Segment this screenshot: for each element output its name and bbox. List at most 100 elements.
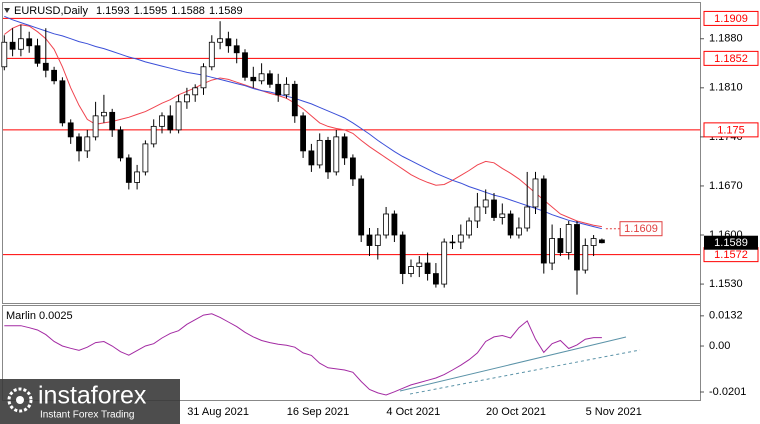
candle-body: [590, 238, 597, 246]
candle-body: [482, 199, 489, 208]
candle-body: [26, 38, 33, 47]
watermark-icon: [7, 387, 33, 413]
candle-body: [424, 262, 431, 274]
candle-body: [283, 83, 290, 96]
candle-body: [242, 52, 248, 78]
indicator-title: Marlin 0.0025: [6, 310, 73, 322]
candle-body: [200, 66, 207, 89]
candle-body: [9, 41, 16, 50]
candle-body: [383, 213, 390, 236]
candle-body: [101, 111, 107, 117]
candle-body: [192, 87, 199, 96]
candle-body: [142, 143, 149, 173]
trend-line: [399, 336, 627, 392]
header-text: EURUSD,Daily 1.1593 1.1595 1.1588 1.1589: [14, 5, 243, 17]
y-tick-label: 1.1880: [709, 33, 743, 45]
x-tick-label: 20 Oct 2021: [486, 406, 546, 418]
candle-body: [366, 234, 373, 246]
watermark-tagline: Instant Forex Trading: [40, 410, 135, 421]
last-price-label: 1.1589: [714, 237, 748, 249]
candle-body: [441, 241, 448, 285]
candle-body: [117, 129, 124, 159]
candle-body: [42, 62, 49, 71]
level-label-box: [703, 122, 759, 138]
ma-label-box: [619, 221, 663, 237]
candle-body: [208, 41, 215, 68]
candle-body: [34, 45, 41, 64]
open: 1.1593: [96, 5, 130, 17]
candle-body: [565, 224, 572, 253]
candle-body: [183, 94, 190, 103]
candle-body: [225, 38, 232, 47]
candle-body: [258, 73, 265, 82]
candle-body: [408, 266, 414, 274]
candle-body: [308, 150, 315, 166]
x-tick-label: 16 Sep 2021: [287, 406, 349, 418]
candle-body: [51, 69, 57, 82]
candle-body: [1, 41, 8, 68]
candle-body: [109, 111, 116, 131]
candle-body: [466, 220, 473, 236]
candle-body: [499, 213, 506, 218]
candle-body: [67, 122, 74, 138]
watermark-icon-core: [16, 396, 24, 404]
level-label: 1.1572: [714, 249, 748, 261]
level-label-box: [703, 50, 759, 66]
candle-body: [217, 38, 224, 43]
candle-body: [374, 234, 381, 246]
last-price-box: [704, 235, 758, 250]
candle-body: [84, 136, 91, 152]
level-label: 1.1909: [714, 13, 748, 25]
level-label: 1.175: [717, 124, 745, 136]
watermark-brand: instaforex: [38, 382, 147, 410]
x-tick-label: 31 Aug 2021: [187, 406, 249, 418]
candle-body: [167, 115, 174, 131]
moving-average: [3, 24, 602, 228]
candle-body: [474, 206, 481, 222]
candle-body: [457, 234, 464, 243]
candle-body: [250, 76, 257, 82]
candle-body: [449, 241, 456, 244]
candle-body: [349, 157, 356, 180]
y-tick-label: 0.0132: [709, 310, 743, 322]
candle-body: [266, 73, 273, 85]
candle-body: [391, 213, 398, 236]
header: EURUSD,Daily 1.1593 1.1595 1.1588 1.1589: [4, 5, 243, 17]
candle-body: [599, 239, 605, 244]
y-tick-label: 1.1530: [709, 278, 743, 290]
candle-body: [432, 273, 439, 285]
candle-body: [325, 139, 331, 173]
level-label: 1.1852: [714, 53, 748, 65]
candle-body: [549, 238, 555, 264]
candle-body: [358, 178, 365, 236]
candle-body: [532, 178, 539, 208]
main-panel: [1, 15, 701, 295]
candle-body: [59, 80, 66, 124]
y-tick-label: 1.1810: [709, 82, 743, 94]
level-label-box: [703, 10, 759, 26]
candle-body: [582, 245, 589, 271]
candle-body: [399, 234, 406, 274]
candle-body: [291, 83, 298, 117]
candle-body: [574, 224, 580, 271]
candle-body: [125, 157, 132, 183]
low: 1.1588: [171, 5, 205, 17]
indicator-panel: Marlin 0.0025: [4, 310, 602, 396]
candle-body: [159, 115, 165, 127]
candle-body: [416, 262, 423, 267]
high: 1.1595: [134, 5, 168, 17]
header-icon: [4, 8, 10, 13]
candle-body: [557, 238, 564, 253]
y-tick-label: 1.1670: [709, 180, 743, 192]
candle-body: [333, 136, 340, 173]
y-tick-label: -0.0201: [709, 386, 746, 398]
candle-body: [275, 83, 282, 96]
candle-body: [341, 136, 348, 159]
candle-body: [175, 101, 182, 131]
ma-label: 1.1609: [624, 223, 658, 235]
y-tick-label: 0.00: [709, 340, 730, 352]
candle-body: [76, 136, 82, 152]
